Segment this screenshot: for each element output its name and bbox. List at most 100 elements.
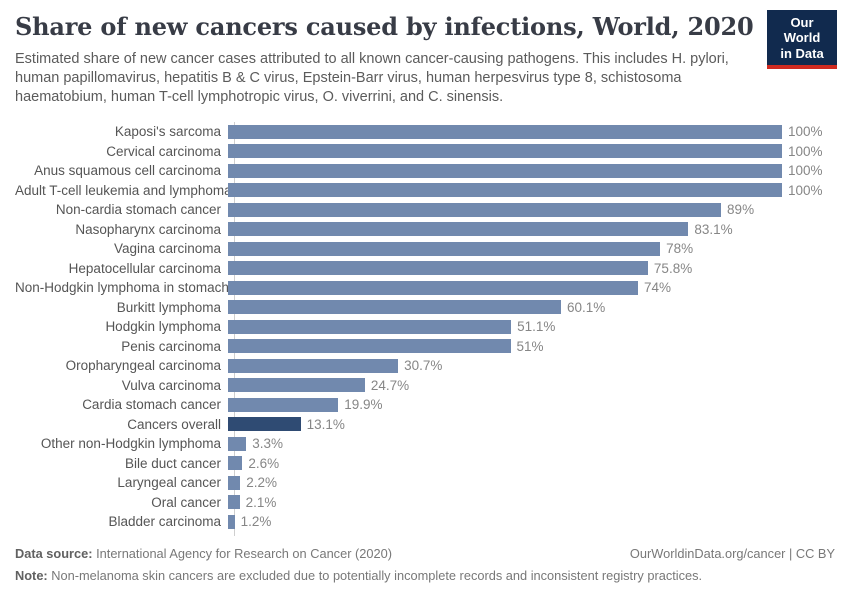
value-label: 3.3%: [252, 436, 284, 452]
bar-row: Hodgkin lymphoma 51.1%: [15, 317, 835, 337]
bar-row: Other non-Hodgkin lymphoma 3.3%: [15, 434, 835, 454]
bar[interactable]: [228, 300, 561, 315]
bar-row: Non-cardia stomach cancer 89%: [15, 200, 835, 220]
bar-track: 89%: [228, 200, 835, 220]
value-label: 100%: [788, 143, 823, 159]
bar-row: Adult T-cell leukemia and lymphoma 100%: [15, 181, 835, 201]
bar-row: Laryngeal cancer 2.2%: [15, 473, 835, 493]
chart-footer: Data source: International Agency for Re…: [15, 546, 835, 583]
footer-sources-row: Data source: International Agency for Re…: [15, 546, 835, 561]
value-label: 78%: [666, 241, 694, 257]
value-label: 19.9%: [344, 397, 383, 413]
category-label: Oral cancer: [151, 494, 221, 510]
category-label: Laryngeal cancer: [117, 475, 221, 491]
bar-track: 2.2%: [228, 473, 835, 493]
bar-track: 24.7%: [228, 376, 835, 396]
category-label: Hodgkin lymphoma: [105, 319, 221, 335]
bar[interactable]: [228, 514, 235, 529]
category-label: Cardia stomach cancer: [82, 397, 221, 413]
bar-row: Non-Hodgkin lymphoma in stomach 74%: [15, 278, 835, 298]
bar[interactable]: [228, 261, 648, 276]
bar[interactable]: [228, 397, 339, 412]
bar-track: 100%: [228, 181, 835, 201]
bar-track: 83.1%: [228, 220, 835, 240]
bar-track: 1.2%: [228, 512, 835, 532]
category-label: Non-cardia stomach cancer: [55, 202, 221, 218]
note-label: Note:: [15, 568, 48, 583]
bar-row: Oral cancer 2.1%: [15, 493, 835, 513]
bar-row: Cervical carcinoma 100%: [15, 142, 835, 162]
bar[interactable]: [228, 378, 365, 393]
chart-header: Share of new cancers caused by infection…: [15, 12, 835, 107]
bar-row: Oropharyngeal carcinoma 30.7%: [15, 356, 835, 376]
value-label: 1.2%: [240, 514, 272, 530]
bar[interactable]: [228, 319, 512, 334]
category-label: Burkitt lymphoma: [116, 299, 221, 315]
bar-track: 2.6%: [228, 454, 835, 474]
bar-row: Anus squamous cell carcinoma 100%: [15, 161, 835, 181]
value-label: 60.1%: [566, 299, 606, 315]
value-label: 74%: [643, 280, 671, 296]
value-label: 100%: [788, 182, 823, 198]
owid-logo[interactable]: Our World in Data: [767, 10, 837, 69]
bar-track: 51.1%: [228, 317, 835, 337]
bar[interactable]: [228, 202, 722, 217]
bar[interactable]: [228, 456, 243, 471]
value-label: 13.1%: [306, 416, 345, 432]
bar[interactable]: [228, 280, 638, 295]
bar-track: 19.9%: [228, 395, 835, 415]
value-label: 51%: [516, 338, 544, 354]
bar-track: 3.3%: [228, 434, 835, 454]
category-label: Bile duct cancer: [124, 455, 221, 471]
value-label: 30.7%: [404, 358, 443, 374]
value-label: 2.1%: [245, 494, 277, 510]
category-label: Hepatocellular carcinoma: [68, 260, 221, 276]
value-label: 83.1%: [694, 221, 733, 237]
bar[interactable]: [228, 144, 782, 159]
bar[interactable]: [228, 495, 240, 510]
value-label: 100%: [788, 124, 823, 140]
category-label: Vagina carcinoma: [113, 241, 221, 257]
category-label: Kaposi's sarcoma: [114, 124, 221, 140]
bar[interactable]: [228, 163, 782, 178]
bar[interactable]: [228, 436, 247, 451]
bar[interactable]: [228, 475, 241, 490]
bar-track: 60.1%: [228, 298, 835, 318]
bar-track: 30.7%: [228, 356, 835, 376]
value-label: 2.2%: [246, 475, 277, 491]
bar-row: Kaposi's sarcoma 100%: [15, 122, 835, 142]
category-label: Nasopharynx carcinoma: [75, 221, 221, 237]
bar-track: 75.8%: [228, 259, 835, 279]
owid-logo-line1: Our World: [783, 15, 821, 46]
chart-title: Share of new cancers caused by infection…: [15, 12, 754, 41]
bar-row: Cardia stomach cancer 19.9%: [15, 395, 835, 415]
note-value: Non-melanoma skin cancers are excluded d…: [47, 568, 703, 583]
bar[interactable]: [228, 183, 782, 198]
bar[interactable]: [228, 358, 399, 373]
value-label: 24.7%: [370, 377, 410, 393]
chart-subtitle: Estimated share of new cancer cases attr…: [15, 51, 729, 106]
bar-track: 100%: [228, 142, 835, 162]
owid-cc-link[interactable]: OurWorldinData.org/cancer | CC BY: [629, 546, 835, 561]
category-label: Penis carcinoma: [121, 338, 221, 354]
value-label: 51.1%: [517, 319, 556, 335]
bar-row: Cancers overall 13.1%: [15, 415, 835, 435]
value-label: 100%: [788, 163, 823, 179]
bar[interactable]: [228, 124, 782, 139]
bar[interactable]: [228, 339, 511, 354]
category-label: Adult T-cell leukemia and lymphoma: [15, 182, 232, 198]
category-label: Other non-Hodgkin lymphoma: [40, 436, 221, 452]
bar[interactable]: [228, 222, 689, 237]
bar-track: 100%: [228, 161, 835, 181]
value-label: 2.6%: [248, 455, 280, 471]
bar[interactable]: [228, 241, 661, 256]
data-source-text: Data source: International Agency for Re…: [15, 546, 392, 561]
category-label: Vulva carcinoma: [121, 377, 221, 393]
bar-row: Bile duct cancer 2.6%: [15, 454, 835, 474]
bar-track: 74%: [228, 278, 835, 298]
data-source-value: International Agency for Research on Can…: [92, 546, 393, 561]
bar-row: Penis carcinoma 51%: [15, 337, 835, 357]
value-label: 89%: [727, 202, 755, 218]
bar[interactable]: [228, 417, 301, 432]
